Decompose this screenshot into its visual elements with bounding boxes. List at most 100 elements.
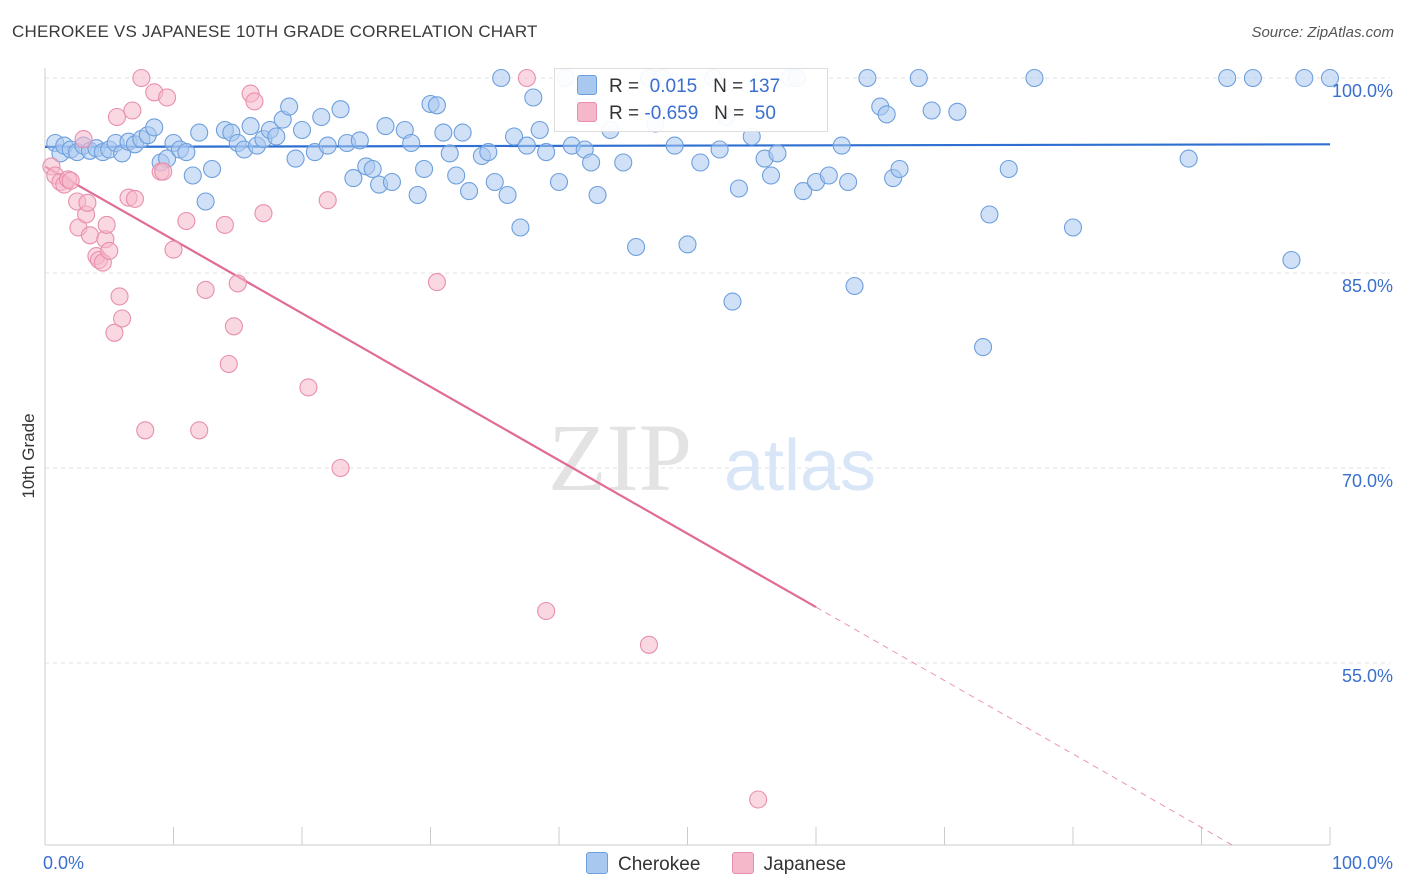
cherokee-swatch (586, 852, 608, 874)
cherokee-point (1282, 250, 1301, 270)
cherokee-point (517, 136, 536, 155)
cherokee-point (524, 88, 543, 107)
y-tick-label: 70.0% (1342, 471, 1393, 491)
cherokee-point (948, 102, 967, 121)
data-points (42, 68, 1340, 809)
cherokee-point (350, 131, 369, 150)
cherokee-point (839, 172, 858, 192)
cherokee-point (1243, 68, 1262, 88)
cherokee-point (479, 143, 498, 162)
japanese-point (132, 68, 151, 88)
cherokee-point (376, 117, 395, 136)
n-label: N = (713, 76, 744, 97)
chart-title: CHEROKEE VS JAPANESE 10TH GRADE CORRELAT… (12, 22, 538, 41)
cherokee-point (485, 172, 504, 192)
y-tick-label: 55.0% (1342, 666, 1393, 686)
cherokee-point (723, 292, 742, 311)
japanese-trend-line (44, 165, 817, 609)
cherokee-point (190, 123, 209, 142)
cherokee-point (999, 159, 1018, 179)
legend-item-cherokee: Cherokee (586, 852, 700, 876)
cherokee-point (312, 107, 331, 127)
cherokee-point (498, 185, 517, 205)
cherokee-point (459, 182, 479, 201)
japanese-point (639, 635, 659, 654)
cherokee-point (183, 166, 202, 185)
japanese-point (123, 101, 142, 120)
legend-row-japanese: R = -0.659 N = 50 (577, 102, 776, 128)
cherokee-point (858, 68, 877, 88)
japanese-point (158, 88, 177, 107)
cherokee-point (794, 182, 813, 201)
cherokee-point (768, 144, 787, 163)
japanese-point (215, 215, 234, 234)
japanese-point (318, 191, 337, 210)
cherokee-point (427, 96, 446, 115)
cherokee-point (1320, 68, 1340, 88)
y-axis-label: 10th Grade (19, 413, 38, 498)
japanese-point (517, 68, 536, 88)
cherokee-point (845, 276, 864, 296)
cherokee-point (434, 123, 453, 142)
y-tick-label: 85.0% (1342, 276, 1393, 296)
cherokee-point (408, 185, 427, 205)
cherokee-point (1179, 149, 1198, 168)
cherokee-point (280, 97, 299, 116)
cherokee-point (415, 159, 434, 179)
japanese-point (125, 189, 144, 208)
cherokee-point (582, 153, 601, 172)
cherokee-point (537, 143, 556, 162)
cherokee-point (549, 172, 569, 192)
japanese-point (254, 204, 273, 223)
cherokee-point (819, 166, 838, 185)
x-tick-label: 100.0% (1332, 853, 1393, 873)
cherokee-point (1218, 68, 1237, 88)
japanese-point (78, 193, 97, 212)
japanese-point (154, 162, 173, 181)
cherokee-point (145, 118, 164, 137)
cherokee-point (402, 133, 421, 153)
cherokee-point (344, 169, 363, 188)
cherokee-point (665, 136, 684, 155)
japanese-point (107, 107, 127, 127)
japanese-point (299, 378, 318, 397)
watermark: ZIP atlas (548, 404, 876, 511)
cherokee-point (382, 172, 402, 192)
r-label: R = (609, 76, 640, 97)
cherokee-point (177, 143, 196, 162)
japanese-trend-extension (815, 606, 1233, 846)
cherokee-point (980, 205, 999, 224)
n-label: N = (714, 103, 745, 124)
n-value: 50 (754, 103, 776, 124)
japanese-point (74, 130, 93, 149)
japanese-point (177, 211, 196, 231)
cherokee-point (318, 136, 337, 155)
cherokee-point (492, 68, 511, 88)
cherokee-point (922, 101, 941, 120)
cherokee-point (832, 136, 851, 155)
cherokee-point (761, 166, 781, 185)
japanese-point (331, 458, 350, 478)
legend-label-japanese: Japanese (763, 854, 847, 875)
japanese-point (105, 323, 124, 342)
cherokee-point (909, 68, 928, 88)
cherokee-point (627, 237, 646, 257)
cherokee-point (973, 338, 993, 357)
japanese-point (228, 274, 247, 293)
cherokee-point (511, 218, 530, 237)
japanese-point (190, 421, 209, 440)
japanese-point (164, 240, 183, 259)
cherokee-point (292, 120, 312, 140)
cherokee-point (678, 235, 697, 254)
legend-row-cherokee: R = 0.015 N = 137 (577, 75, 780, 101)
cherokee-point (363, 159, 382, 179)
cherokee-point (203, 159, 222, 179)
japanese-point (80, 226, 100, 245)
cherokee-swatch (577, 75, 597, 95)
cherokee-point (241, 117, 260, 136)
japanese-swatch (731, 852, 754, 874)
japanese-point (427, 273, 446, 292)
cherokee-point (691, 153, 710, 172)
japanese-point (97, 215, 116, 234)
cherokee-point (447, 166, 466, 185)
